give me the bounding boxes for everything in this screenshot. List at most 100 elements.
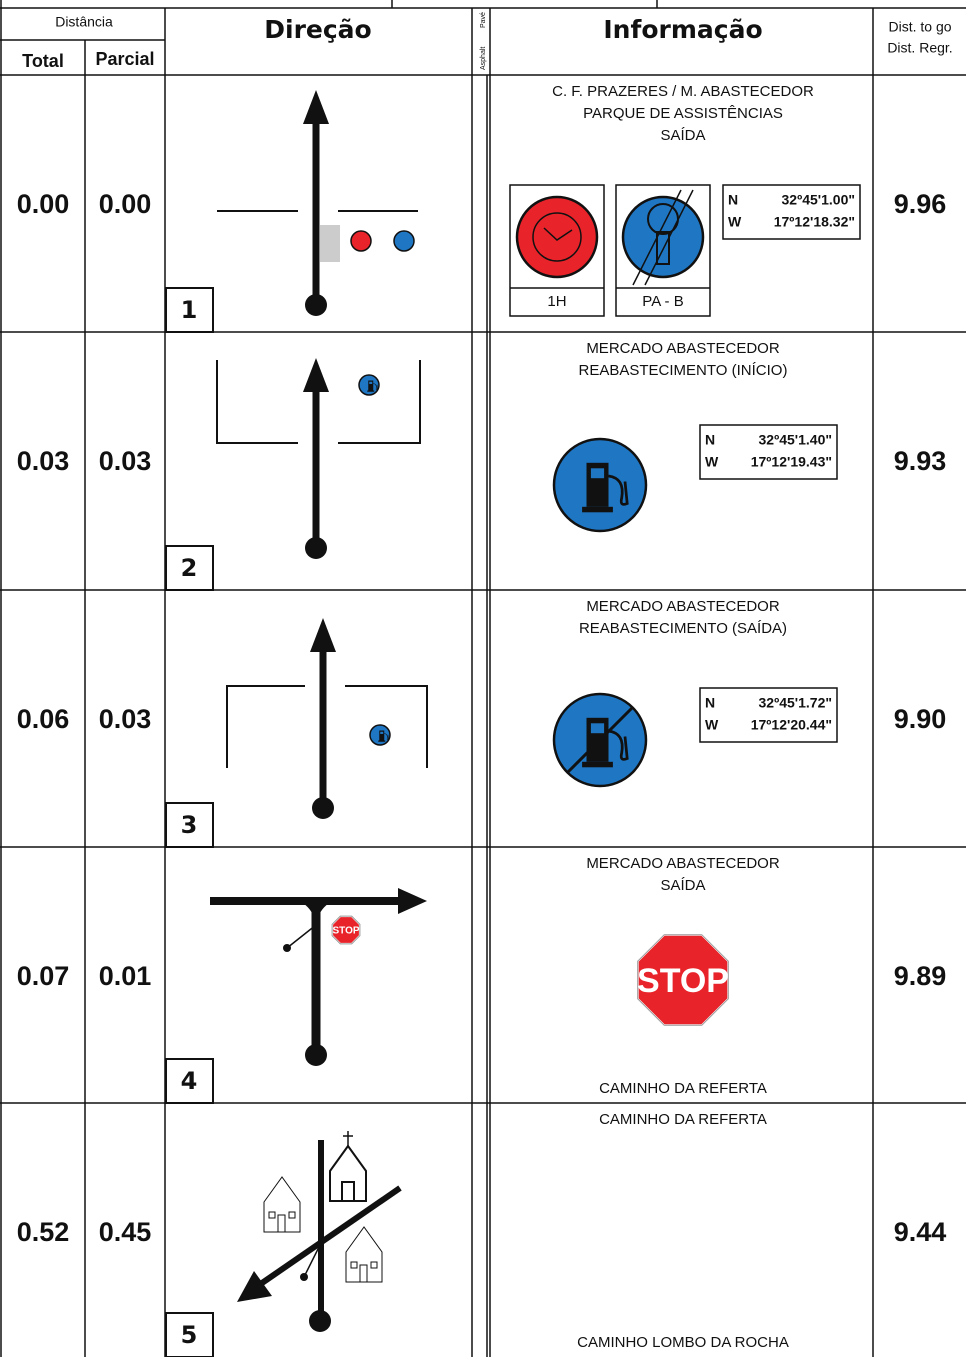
road [260,1185,402,1286]
pump-base [582,506,613,513]
header-dist-regr: Dist. Regr. [887,40,952,56]
pump-hose [608,474,629,506]
road [286,924,317,949]
clock-icon [350,230,372,252]
pump-window [590,723,605,734]
header-dist-to-go: Dist. to go [888,19,951,35]
header-informacao: Informação [603,15,762,44]
info-line: C. F. PRAZERES / M. ABASTECEDOR [552,83,814,100]
header-direcao: Direção [264,15,371,44]
arrow-head [310,618,336,652]
coord-n-value: 32º45'1.72" [759,695,832,711]
start-dot [305,537,327,559]
number-box [165,287,214,333]
step-number: 2 [181,554,198,582]
parcial: 0.01 [99,961,152,991]
parcial: 0.45 [99,1217,152,1247]
arrow-head [398,888,427,914]
road [644,189,694,286]
service-icon [393,230,415,252]
stop-label-small: STOP [332,926,359,937]
pump-base [367,390,375,392]
header-parcial: Parcial [95,49,154,69]
house [345,1226,383,1283]
door [277,1214,286,1233]
window [268,1211,276,1219]
info-line: REABASTECIMENTO (INÍCIO) [579,362,788,379]
pump-hose [373,383,378,391]
info-line: REABASTECIMENTO (SAÍDA) [579,620,787,637]
junction-dot [300,1273,308,1281]
step-number: 4 [181,1067,198,1095]
coord-w-value: 17º12'19.43" [751,454,832,470]
window [350,1261,358,1269]
pump-window [380,731,384,734]
step-number: 5 [181,1321,198,1349]
number-box [165,1058,214,1104]
info-bottom: CAMINHO LOMBO DA ROCHA [577,1334,789,1351]
coord-w: W [705,717,719,733]
number-box [165,1312,214,1357]
coord-w: W [728,214,742,230]
coords-box [722,184,861,240]
coord-w-value: 17º12'18.32" [774,214,855,230]
header-total: Total [22,51,64,71]
info-line: PARQUE DE ASSISTÊNCIAS [583,105,783,122]
total: 0.03 [17,446,70,476]
total: 0.07 [17,961,70,991]
info-line: MERCADO ABASTECEDOR [586,340,780,357]
pump-base [582,761,613,768]
road [565,705,635,775]
total: 0.00 [17,189,70,219]
road [304,1244,321,1276]
dist-to-go: 9.44 [894,1217,947,1247]
parcial: 0.03 [99,704,152,734]
coords-box [699,687,838,743]
door [359,1264,368,1283]
coord-n: N [705,432,715,448]
road-edge [338,360,421,444]
clock-icon [515,195,599,279]
pump-body [379,730,385,741]
coords-box [699,424,838,480]
total: 0.06 [17,704,70,734]
info-line: SAÍDA [660,127,705,144]
arrow-head [237,1271,272,1302]
dist-to-go: 9.89 [894,961,947,991]
stop-label: STOP [637,962,729,1000]
arrow-head [303,358,329,392]
start-dot [305,294,327,316]
dist-to-go: 9.93 [894,446,947,476]
step-number: 3 [181,811,198,839]
coord-w: W [705,454,719,470]
header-asphalt: Asphalt [480,47,487,70]
window [288,1211,296,1219]
coord-n-value: 32º45'1.40" [759,432,832,448]
header-pave: Pavé [480,12,487,28]
church [329,1144,367,1202]
road [632,189,682,286]
pump-body [368,380,374,391]
house [263,1176,301,1233]
arrow-head [303,90,329,124]
wrench-handle [656,231,670,265]
info-line: MERCADO ABASTECEDOR [586,855,780,872]
parcial: 0.03 [99,446,152,476]
parking [320,225,340,262]
start-dot [305,1044,327,1066]
coord-n-value: 32º45'1.00" [782,192,855,208]
pump-base [378,740,386,742]
service-icon [621,195,705,279]
step-number: 1 [181,296,198,324]
info-line: CAMINHO DA REFERTA [599,1111,767,1128]
road-edge [345,685,428,768]
dist-to-go: 9.96 [894,189,947,219]
junction-dot [283,944,291,952]
door [341,1181,355,1202]
road-edge [226,685,305,768]
icon-label: PA - B [642,293,683,310]
info-bottom: CAMINHO DA REFERTA [599,1080,767,1097]
road-edge [216,360,298,444]
